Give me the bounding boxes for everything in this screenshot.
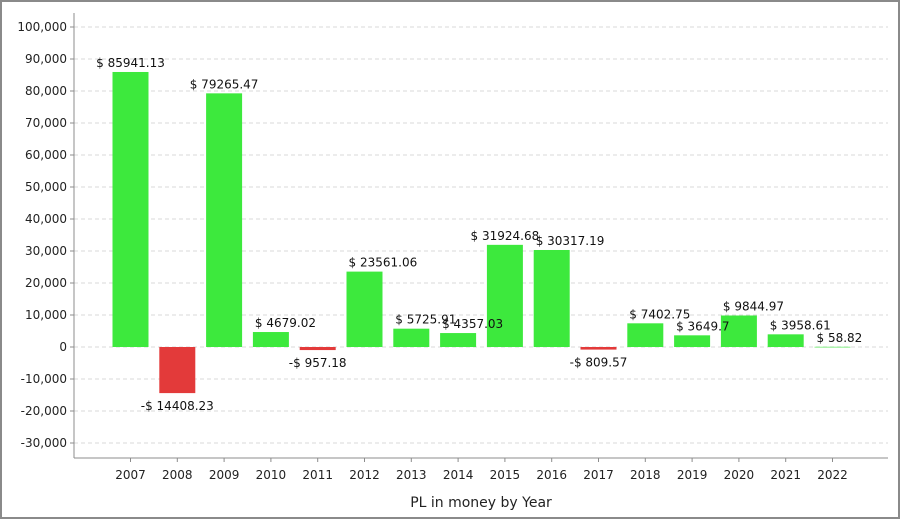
bar-2013 bbox=[393, 328, 430, 347]
y-tick-label: 70,000 bbox=[25, 116, 67, 130]
y-tick-label: 50,000 bbox=[25, 180, 67, 194]
x-tick-label: 2020 bbox=[724, 468, 755, 482]
bar-2020 bbox=[720, 315, 757, 347]
bars bbox=[112, 71, 851, 394]
data-label-2014: $ 4357.03 bbox=[442, 317, 503, 331]
x-tick-label: 2008 bbox=[162, 468, 193, 482]
bar-2018 bbox=[627, 323, 664, 347]
y-tick-label: 20,000 bbox=[25, 276, 67, 290]
x-tick-label: 2015 bbox=[490, 468, 521, 482]
data-label-2020: $ 9844.97 bbox=[723, 299, 784, 313]
data-label-2013: $ 5725.91 bbox=[395, 313, 456, 327]
x-tick-label: 2007 bbox=[115, 468, 146, 482]
data-label-2009: $ 79265.47 bbox=[190, 77, 259, 91]
x-tick-label: 2014 bbox=[443, 468, 474, 482]
x-tick-label: 2010 bbox=[256, 468, 287, 482]
data-label-2019: $ 3649.7 bbox=[676, 319, 729, 333]
bar-2016 bbox=[533, 249, 570, 347]
y-tick-label: 10,000 bbox=[25, 308, 67, 322]
x-tick-label: 2017 bbox=[583, 468, 614, 482]
bar-2014 bbox=[440, 333, 477, 347]
data-label-2012: $ 23561.06 bbox=[349, 256, 418, 270]
y-axis-ticks: 100,000 90,000 80,000 70,000 60,000 50,000 40,… bbox=[17, 20, 74, 450]
bar-2012 bbox=[346, 271, 383, 347]
bar-2019 bbox=[674, 335, 711, 347]
x-tick-label: 2012 bbox=[349, 468, 380, 482]
bar-2011 bbox=[299, 347, 336, 351]
data-label-2010: $ 4679.02 bbox=[255, 316, 316, 330]
x-tick-label: 2022 bbox=[817, 468, 848, 482]
bar-2022 bbox=[814, 346, 851, 348]
data-label-2007: $ 85941.13 bbox=[96, 56, 165, 70]
x-tick-label: 2021 bbox=[770, 468, 801, 482]
bar-2021 bbox=[767, 334, 804, 347]
bar-2009 bbox=[206, 93, 243, 347]
y-tick-label: 90,000 bbox=[25, 52, 67, 66]
x-tick-label: 2018 bbox=[630, 468, 661, 482]
bar-2010 bbox=[252, 332, 289, 347]
x-axis-title: PL in money by Year bbox=[410, 495, 552, 511]
data-label-2017: -$ 809.57 bbox=[570, 356, 628, 370]
x-tick-label: 2009 bbox=[209, 468, 240, 482]
data-labels: $ 85941.13 -$ 14408.23 $ 79265.47 $ 4679.02… bbox=[96, 56, 862, 413]
y-tick-label: -30,000 bbox=[21, 436, 67, 450]
bar-2007 bbox=[112, 71, 149, 348]
bar-2008 bbox=[159, 347, 196, 394]
data-label-2021: $ 3958.61 bbox=[770, 318, 831, 332]
x-tick-label: 2013 bbox=[396, 468, 427, 482]
y-tick-label: 60,000 bbox=[25, 148, 67, 162]
data-label-2018: $ 7402.75 bbox=[629, 307, 690, 321]
axes bbox=[73, 13, 888, 459]
data-label-2015: $ 31924.68 bbox=[471, 229, 540, 243]
data-label-2011: -$ 957.18 bbox=[289, 356, 347, 370]
y-tick-label: -10,000 bbox=[21, 372, 67, 386]
x-tick-label: 2019 bbox=[677, 468, 708, 482]
bar-2017 bbox=[580, 347, 617, 350]
x-axis-ticks: 2007 2008 2009 2010 2011 2012 2013 2014 2015 2016… bbox=[115, 458, 848, 482]
y-tick-label: 0 bbox=[59, 340, 67, 354]
x-tick-label: 2011 bbox=[302, 468, 333, 482]
y-tick-label: -20,000 bbox=[21, 404, 67, 418]
x-tick-label: 2016 bbox=[536, 468, 567, 482]
y-tick-label: 40,000 bbox=[25, 212, 67, 226]
y-tick-label: 80,000 bbox=[25, 84, 67, 98]
data-label-2022: $ 58.82 bbox=[817, 331, 863, 345]
y-tick-label: 30,000 bbox=[25, 244, 67, 258]
data-label-2016: $ 30317.19 bbox=[536, 234, 605, 248]
bar-2015 bbox=[486, 244, 523, 347]
data-label-2008: -$ 14408.23 bbox=[141, 399, 214, 413]
y-tick-label: 100,000 bbox=[17, 20, 67, 34]
